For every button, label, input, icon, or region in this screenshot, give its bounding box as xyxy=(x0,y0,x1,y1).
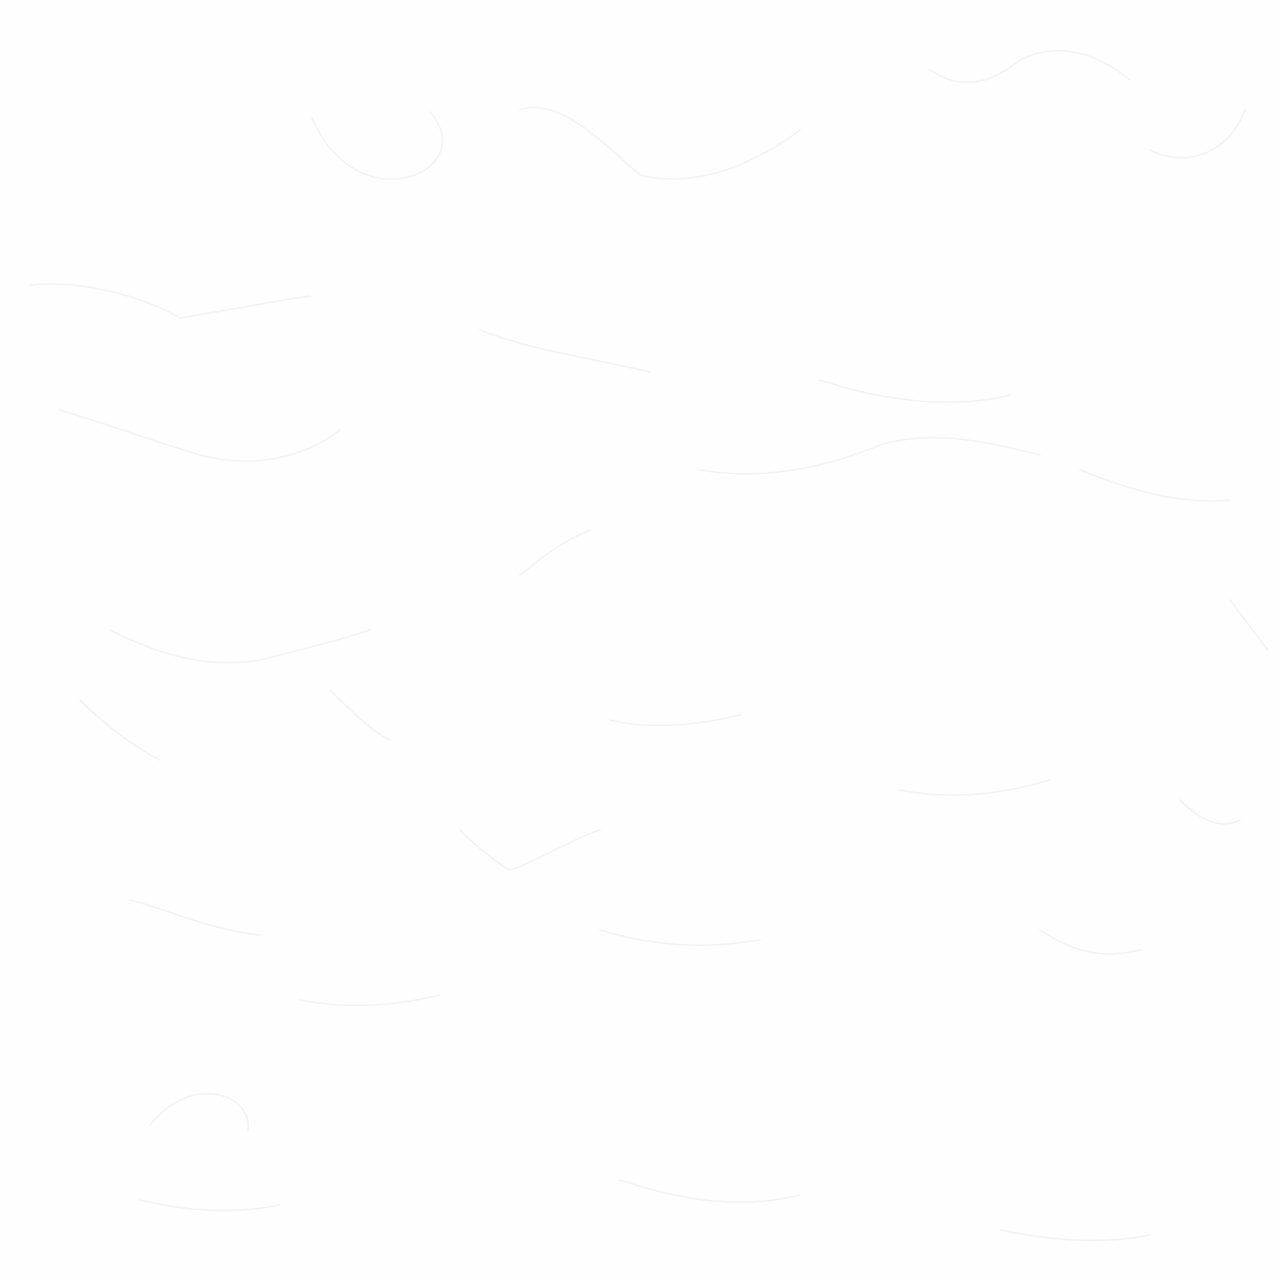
texture-stroke xyxy=(329,689,391,741)
texture-stroke xyxy=(519,529,591,576)
texture-stroke xyxy=(819,379,1011,403)
texture-stroke xyxy=(619,1179,801,1203)
texture-stroke xyxy=(29,283,311,319)
texture-stroke xyxy=(59,409,341,462)
texture-stroke xyxy=(929,49,1131,84)
texture-stroke xyxy=(149,1093,249,1131)
texture-stroke xyxy=(609,714,741,727)
texture-stroke xyxy=(311,111,444,180)
texture-stroke xyxy=(599,929,761,946)
texture-stroke xyxy=(1039,929,1141,955)
texture-stroke xyxy=(459,829,601,871)
texture-stroke xyxy=(1179,799,1241,825)
texture-stroke xyxy=(1229,599,1269,651)
texture-stroke xyxy=(109,629,371,664)
texture-stroke xyxy=(129,899,261,936)
texture-stroke xyxy=(1079,469,1231,502)
texture-stroke xyxy=(79,699,161,761)
texture-stroke xyxy=(999,1229,1151,1242)
texture-stroke xyxy=(479,329,651,373)
texture-stroke xyxy=(139,1199,281,1212)
texture-stroke xyxy=(519,106,801,180)
texture-stroke xyxy=(299,994,441,1007)
texture-stroke xyxy=(1149,109,1246,159)
texture-stroke xyxy=(899,779,1051,796)
texture-stroke xyxy=(699,436,1041,475)
